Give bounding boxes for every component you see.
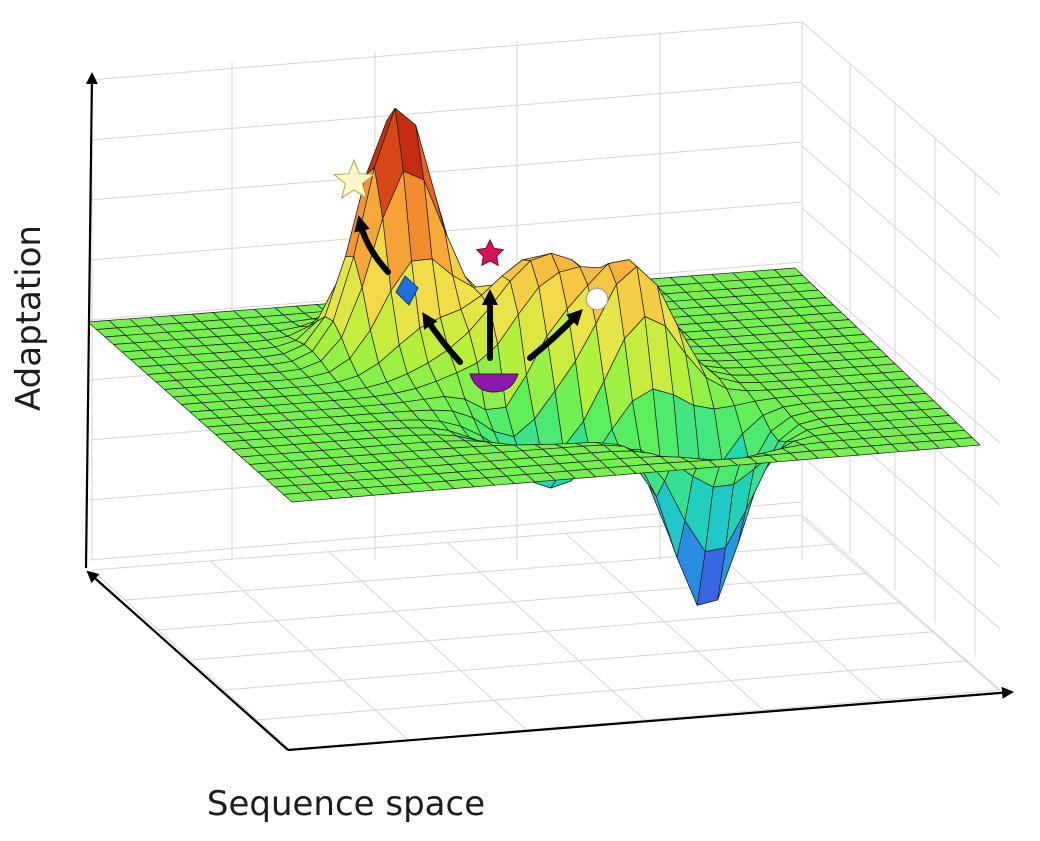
axes [84,72,1014,752]
adaptation-arrows [354,215,583,365]
grid-line [801,269,1001,444]
grid-line [446,542,646,721]
arrow-to-ridge [422,312,463,365]
genotype-markers [332,158,609,393]
arrow-to-global-peak [354,215,391,275]
grid-line [89,21,803,81]
central-peak-star-icon [475,238,505,267]
start-semicircle-icon [469,373,519,393]
fitness-surface [87,107,981,606]
global-peak-star-icon [332,158,376,200]
x-axis-title: Sequence space [207,784,485,824]
grid-line [801,207,1001,382]
grid-line [801,455,1001,630]
grid-line [801,83,1001,258]
y-axis-line [84,72,98,569]
grid-line [801,21,1001,196]
ridge-diamond-icon [395,275,419,306]
grid-line [209,560,409,741]
grid-line [565,532,764,711]
arrow-to-right-peak [527,308,583,361]
grid-line [801,514,1001,691]
y-axis-title: Adaptation [9,225,49,411]
grid-line [328,551,528,731]
depth-axis-line [86,570,289,751]
grid-line [91,569,291,751]
surface-patch [283,492,313,503]
grid-line [89,141,803,201]
right-peak-hexagon-icon [585,287,609,311]
grid-line [801,145,1001,320]
grid-line [801,517,1001,692]
x-axis-line [287,686,1014,752]
grid-line [89,81,803,141]
